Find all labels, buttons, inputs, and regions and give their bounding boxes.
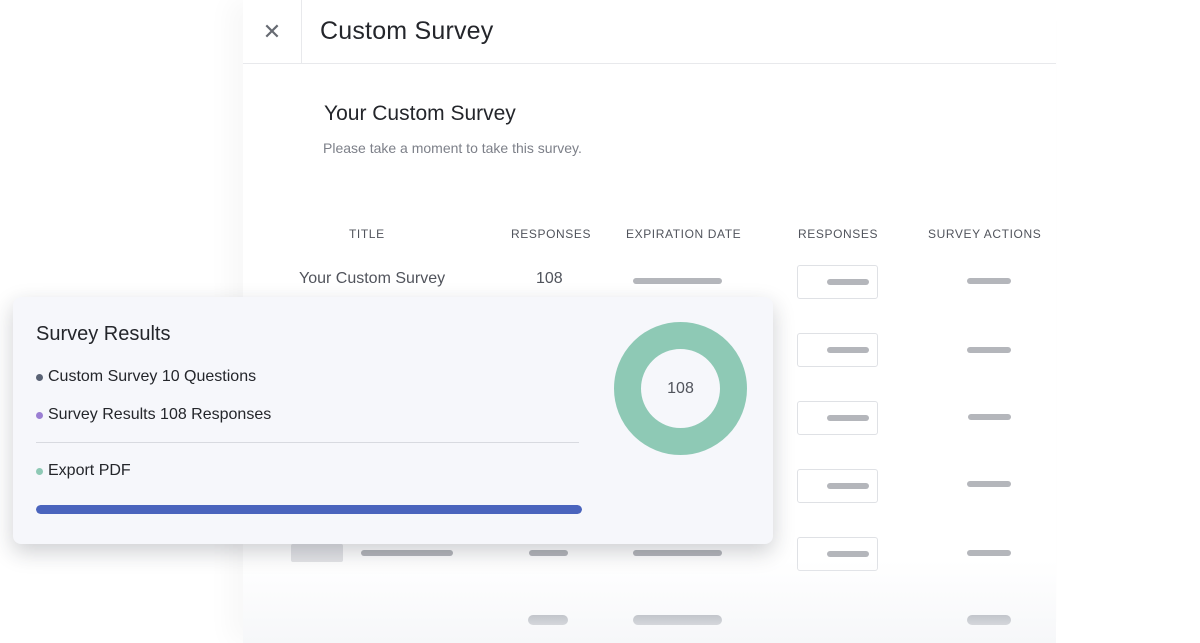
card-title: Survey Results [36,323,171,345]
export-pdf-label: Export PDF [48,462,131,479]
bullet-dot [36,467,43,475]
close-button[interactable]: ✕ [243,0,302,63]
expiration-date-placeholder [633,278,722,284]
card-item-label: Survey Results 108 Responses [48,406,272,423]
donut-chart [614,322,747,455]
column-header-survey-actions[interactable]: SURVEY ACTIONS [928,227,1042,241]
progress-bar [36,505,582,514]
responses-box[interactable] [797,401,878,435]
survey-action-placeholder[interactable] [967,550,1011,556]
survey-heading: Your Custom Survey [324,102,516,125]
responses-box[interactable] [797,265,878,299]
responses-placeholder [529,550,568,556]
row-title[interactable]: Your Custom Survey [299,270,446,287]
survey-description: Please take a moment to take this survey… [323,140,582,156]
page-title: Custom Survey [320,17,494,45]
row-thumbnail [291,544,343,562]
card-divider [36,442,579,443]
survey-results-card: Survey Results Custom Survey 10 Question… [13,297,773,544]
bullet-dot [36,373,43,381]
window-header: ✕ Custom Survey [243,0,1056,64]
column-header-responses-2[interactable]: RESPONSES [798,227,879,241]
donut-value: 108 [667,379,694,397]
survey-action-placeholder[interactable] [967,347,1011,353]
survey-action-placeholder[interactable] [967,481,1011,487]
column-header-expiration-date[interactable]: EXPIRATION DATE [626,227,742,241]
progress-fill [36,505,582,514]
card-item-responses[interactable]: Survey Results 108 Responses [36,406,271,424]
responses-box[interactable] [797,469,878,503]
expiration-date-placeholder [633,550,722,556]
title-placeholder[interactable] [361,550,453,556]
row-responses: 108 [536,270,563,287]
column-header-responses[interactable]: RESPONSES [511,227,592,241]
close-icon: ✕ [262,18,282,44]
survey-action-placeholder[interactable] [967,278,1011,284]
card-item-label: Custom Survey 10 Questions [48,368,257,385]
responses-box[interactable] [797,333,878,367]
column-header-title[interactable]: TITLE [349,227,385,241]
donut-ring [614,322,747,455]
survey-action-placeholder[interactable] [968,414,1011,420]
bullet-dot [36,411,43,419]
window-fade [243,560,1056,643]
export-pdf-button[interactable]: Export PDF [36,462,131,480]
card-item-questions[interactable]: Custom Survey 10 Questions [36,368,256,386]
